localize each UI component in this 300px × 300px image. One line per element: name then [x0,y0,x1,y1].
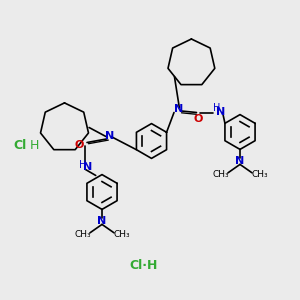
Text: H: H [80,160,87,170]
Text: CH₃: CH₃ [74,230,91,239]
Text: H: H [30,139,39,152]
Text: CH₃: CH₃ [212,170,229,179]
Text: N: N [105,131,114,141]
Text: Cl: Cl [14,139,27,152]
Text: N: N [98,216,106,226]
Text: CH₃: CH₃ [113,230,130,239]
Text: N: N [174,104,183,115]
Text: N: N [236,156,244,167]
Text: CH₃: CH₃ [251,170,268,179]
Text: O: O [74,140,84,150]
Text: N: N [216,107,225,117]
Text: N: N [83,162,92,172]
Text: O: O [194,114,203,124]
Text: H: H [213,103,220,113]
Text: Cl·H: Cl·H [130,259,158,272]
